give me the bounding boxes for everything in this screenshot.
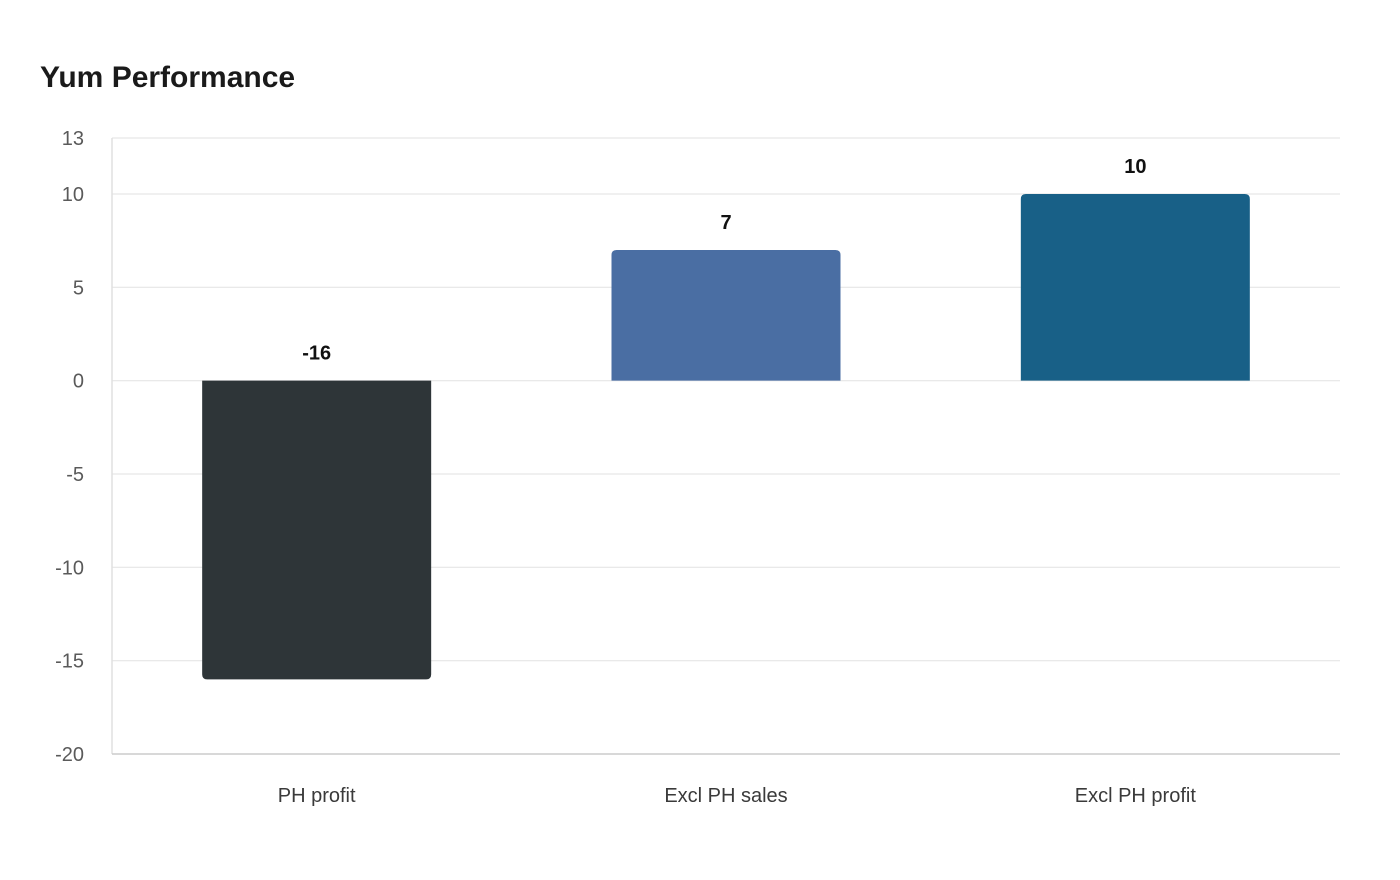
y-tick-label: -10 bbox=[55, 557, 84, 579]
bars bbox=[202, 194, 1250, 680]
x-category-label: Excl PH sales bbox=[664, 785, 787, 807]
bar-excl-ph-profit bbox=[1020, 194, 1250, 381]
bar-ph-profit bbox=[202, 380, 432, 680]
data-label: 10 bbox=[1124, 156, 1146, 178]
y-tick-label: 5 bbox=[73, 277, 84, 299]
bar-excl-ph-sales bbox=[611, 250, 841, 381]
x-category-label: Excl PH profit bbox=[1075, 785, 1197, 807]
x-category-label: PH profit bbox=[278, 785, 356, 807]
y-tick-label: 13 bbox=[62, 128, 84, 150]
data-labels: -16 7 10 bbox=[302, 156, 1146, 365]
chart-title: Yum Performance bbox=[40, 61, 296, 94]
y-tick-label: -15 bbox=[55, 651, 84, 673]
y-axis-ticks: -20 -15 -10 -5 0 5 10 13 bbox=[55, 128, 84, 766]
x-axis-categories: PH profit Excl PH sales Excl PH profit bbox=[278, 785, 1197, 807]
data-label: -16 bbox=[302, 343, 331, 365]
y-tick-label: 0 bbox=[73, 371, 84, 393]
y-tick-label: 10 bbox=[62, 184, 84, 206]
y-tick-label: -5 bbox=[66, 464, 84, 486]
data-label: 7 bbox=[720, 212, 731, 234]
axes bbox=[111, 138, 1340, 755]
y-tick-label: -20 bbox=[55, 744, 84, 766]
